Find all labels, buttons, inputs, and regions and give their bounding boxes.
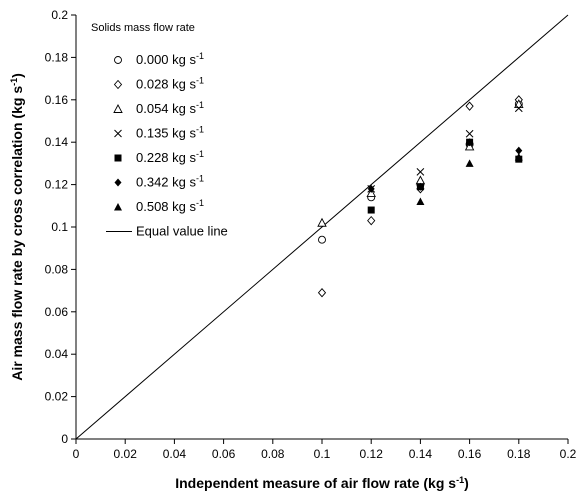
legend-marker-triangle-open [113, 104, 123, 113]
y-tick-label: 0.14 [45, 135, 69, 149]
data-point-triangle-filled [514, 153, 523, 161]
data-point-diamond-open [367, 215, 376, 226]
x-tick-label: 0.16 [458, 447, 482, 461]
x-tick-label: 0.14 [409, 447, 433, 461]
legend-label: 0.342 kg s-1 [136, 174, 204, 190]
x-tick-label: 0.04 [163, 447, 187, 461]
x-tick-label: 0.18 [507, 447, 531, 461]
x-tick-label: 0 [73, 447, 80, 461]
y-tick-label: 0.02 [45, 390, 69, 404]
y-tick-label: 0 [61, 432, 68, 446]
data-point-diamond-filled [515, 146, 523, 155]
legend-title: Solids mass flow rate [91, 22, 195, 34]
data-point-cross [416, 168, 425, 176]
data-point-diamond-open [465, 101, 474, 111]
legend-label: 0.135 kg s-1 [136, 125, 204, 141]
data-point-diamond-open [317, 288, 327, 298]
x-axis-title: Independent measure of air flow rate (kg… [175, 475, 469, 491]
x-axis-ticks: 0 0.02 0.04 0.06 0.08 0.1 0.12 0.14 0.16 0.18 0.2 [73, 439, 577, 461]
legend-items: 0.000 kg s-1 0.028 kg s-1 0.054 kg s-1 0.13… [106, 51, 228, 239]
x-tick-label: 0.12 [360, 447, 384, 461]
data-points [317, 95, 524, 298]
y-tick-label: 0.2 [51, 8, 68, 22]
plot-area: 0 0.02 0.04 0.06 0.08 0.1 0.12 0.14 0.16 0.18 0.2 … [45, 8, 577, 461]
y-tick-label: 0.12 [45, 178, 69, 192]
legend-marker-circle-open [114, 56, 122, 64]
data-point-diamond-filled [466, 138, 474, 147]
legend-label-equal-value: Equal value line [136, 224, 228, 239]
y-axis-title: Air mass flow rate by cross correlation … [9, 73, 25, 381]
data-point-circle-open [318, 235, 326, 244]
data-point-cross [514, 104, 523, 113]
equal-value-line [75, 14, 569, 440]
legend-marker-triangle-filled [114, 203, 122, 211]
legend-label: 0.508 kg s-1 [136, 198, 204, 214]
x-tick-label: 0.1 [314, 447, 331, 461]
x-tick-label: 0.2 [560, 447, 577, 461]
x-tick-label: 0.06 [212, 447, 236, 461]
x-tick-label: 0.08 [261, 447, 285, 461]
y-tick-label: 0.16 [45, 93, 69, 107]
data-point-cross [465, 129, 474, 138]
legend-label: 0.028 kg s-1 [136, 76, 204, 92]
data-point-square-filled [367, 206, 375, 214]
data-point-triangle-filled [465, 159, 474, 167]
legend: Solids mass flow rate 0.000 kg s-1 0.028 … [91, 22, 228, 239]
legend-marker-diamond-open [113, 79, 123, 90]
y-tick-label: 0.1 [51, 220, 68, 234]
x-tick-label: 0.02 [114, 447, 138, 461]
data-point-triangle-open [317, 217, 327, 227]
legend-label: 0.000 kg s-1 [136, 51, 204, 67]
legend-label: 0.054 kg s-1 [136, 100, 204, 116]
y-tick-label: 0.04 [45, 347, 69, 361]
y-tick-label: 0.06 [45, 305, 69, 319]
y-axis-ticks: 0 0.02 0.04 0.06 0.08 0.1 0.12 0.14 0.16 0.18 0.2 [45, 8, 76, 446]
data-point-triangle-filled [416, 197, 425, 206]
legend-marker-cross [114, 129, 122, 138]
legend-marker-square-filled [114, 154, 122, 162]
y-tick-label: 0.08 [45, 262, 69, 276]
legend-label: 0.228 kg s-1 [136, 149, 204, 165]
data-point-diamond-filled [367, 184, 375, 193]
y-tick-label: 0.18 [45, 50, 69, 64]
data-point-diamond-filled [416, 182, 424, 191]
legend-marker-diamond-filled [114, 178, 122, 187]
